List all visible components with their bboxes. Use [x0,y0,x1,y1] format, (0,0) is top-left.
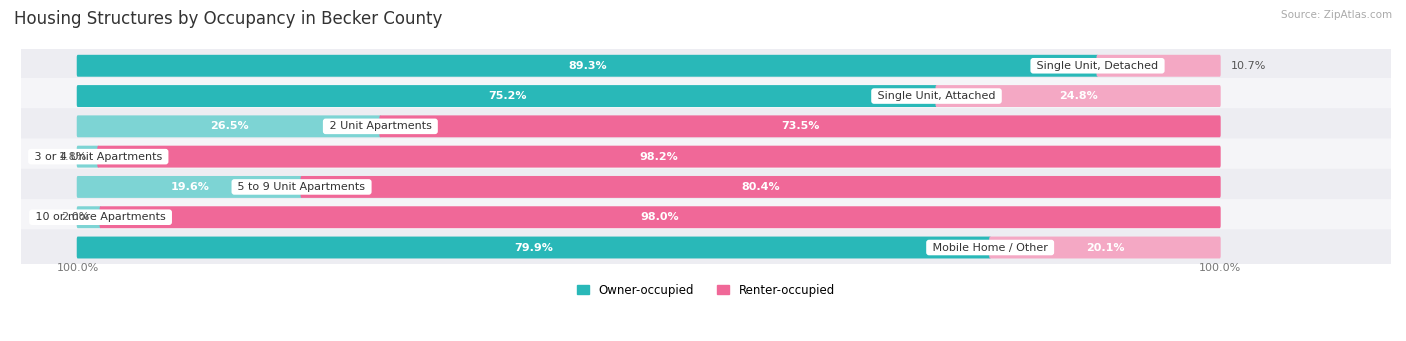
FancyBboxPatch shape [18,169,1393,205]
Text: 100.0%: 100.0% [1198,263,1241,273]
FancyBboxPatch shape [77,146,100,167]
FancyBboxPatch shape [18,138,1393,175]
FancyBboxPatch shape [301,176,1220,198]
FancyBboxPatch shape [100,206,1220,228]
Text: 10 or more Apartments: 10 or more Apartments [32,212,169,222]
Text: 2 Unit Apartments: 2 Unit Apartments [326,121,434,131]
FancyBboxPatch shape [77,85,938,107]
Text: 98.2%: 98.2% [640,152,678,162]
Text: 100.0%: 100.0% [56,263,98,273]
FancyBboxPatch shape [18,108,1393,145]
Text: 2.0%: 2.0% [60,212,89,222]
FancyBboxPatch shape [77,176,302,198]
Text: 24.8%: 24.8% [1059,91,1098,101]
Text: Single Unit, Attached: Single Unit, Attached [875,91,1000,101]
Text: Single Unit, Detached: Single Unit, Detached [1033,61,1161,71]
Text: 26.5%: 26.5% [209,121,249,131]
FancyBboxPatch shape [77,206,101,228]
Text: 75.2%: 75.2% [488,91,526,101]
Text: 10.7%: 10.7% [1232,61,1267,71]
Text: Mobile Home / Other: Mobile Home / Other [929,242,1052,253]
FancyBboxPatch shape [1097,55,1220,77]
FancyBboxPatch shape [18,199,1393,235]
FancyBboxPatch shape [18,78,1393,114]
FancyBboxPatch shape [990,237,1220,258]
FancyBboxPatch shape [935,85,1220,107]
FancyBboxPatch shape [18,48,1393,84]
Text: 79.9%: 79.9% [515,242,554,253]
Text: Source: ZipAtlas.com: Source: ZipAtlas.com [1281,10,1392,20]
FancyBboxPatch shape [77,115,381,137]
Text: 19.6%: 19.6% [170,182,209,192]
FancyBboxPatch shape [18,229,1393,266]
Text: 20.1%: 20.1% [1085,242,1125,253]
Text: 80.4%: 80.4% [741,182,780,192]
Text: 1.8%: 1.8% [59,152,87,162]
FancyBboxPatch shape [77,237,991,258]
Legend: Owner-occupied, Renter-occupied: Owner-occupied, Renter-occupied [576,284,835,297]
Text: 5 to 9 Unit Apartments: 5 to 9 Unit Apartments [235,182,368,192]
Text: Housing Structures by Occupancy in Becker County: Housing Structures by Occupancy in Becke… [14,10,443,28]
FancyBboxPatch shape [380,115,1220,137]
Text: 98.0%: 98.0% [641,212,679,222]
Text: 3 or 4 Unit Apartments: 3 or 4 Unit Apartments [31,152,166,162]
FancyBboxPatch shape [77,55,1098,77]
Text: 73.5%: 73.5% [780,121,820,131]
Text: 89.3%: 89.3% [568,61,607,71]
FancyBboxPatch shape [97,146,1220,167]
